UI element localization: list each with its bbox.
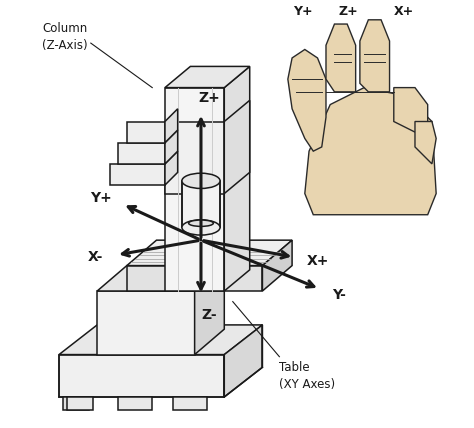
Polygon shape: [127, 266, 263, 291]
Polygon shape: [97, 291, 195, 354]
Polygon shape: [165, 122, 224, 193]
Text: X+: X+: [394, 5, 414, 18]
Polygon shape: [326, 24, 356, 92]
Polygon shape: [127, 122, 165, 143]
Text: X+: X+: [307, 254, 329, 268]
Polygon shape: [97, 266, 224, 291]
Polygon shape: [182, 181, 220, 227]
Ellipse shape: [189, 220, 213, 226]
Text: Z+: Z+: [338, 5, 358, 18]
Polygon shape: [173, 397, 207, 410]
Polygon shape: [165, 130, 178, 164]
Polygon shape: [59, 325, 263, 354]
Polygon shape: [165, 88, 224, 291]
Text: Z-: Z-: [201, 308, 217, 322]
Polygon shape: [165, 66, 250, 88]
Polygon shape: [127, 240, 292, 266]
Polygon shape: [224, 325, 263, 397]
Polygon shape: [224, 66, 250, 291]
Ellipse shape: [182, 173, 220, 188]
Polygon shape: [288, 50, 326, 151]
Polygon shape: [118, 397, 152, 410]
Polygon shape: [360, 20, 390, 92]
Polygon shape: [305, 88, 436, 215]
Polygon shape: [263, 240, 292, 291]
Text: X-: X-: [88, 250, 103, 264]
Polygon shape: [195, 266, 224, 354]
Polygon shape: [63, 397, 89, 410]
Polygon shape: [118, 143, 165, 164]
Text: Table
(XY Axes): Table (XY Axes): [279, 361, 336, 391]
Polygon shape: [59, 354, 224, 397]
Polygon shape: [224, 100, 250, 193]
Text: Y+: Y+: [293, 5, 312, 18]
Polygon shape: [394, 88, 428, 138]
Polygon shape: [67, 397, 93, 410]
Polygon shape: [165, 109, 178, 143]
Polygon shape: [415, 122, 436, 164]
Text: Y+: Y+: [90, 191, 112, 205]
Polygon shape: [110, 164, 165, 185]
Polygon shape: [165, 151, 178, 185]
Text: Column
(Z-Axis): Column (Z-Axis): [42, 22, 88, 52]
Text: Z+: Z+: [199, 91, 220, 104]
Ellipse shape: [182, 220, 220, 235]
Text: Y-: Y-: [332, 288, 346, 302]
